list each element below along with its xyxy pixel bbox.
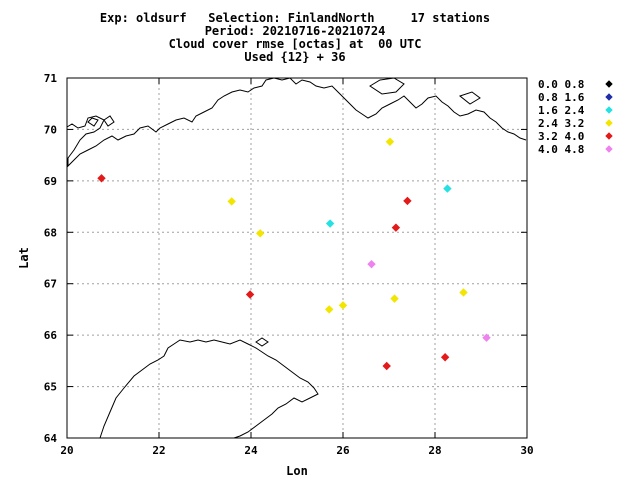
station-point [440, 353, 450, 362]
station-point [385, 137, 395, 146]
legend-label: 4.0 4.8 [538, 143, 584, 156]
station-point [324, 305, 334, 314]
x-tick-label: 20 [60, 444, 73, 457]
y-axis-label: Lat [17, 247, 31, 269]
x-tick-label: 22 [152, 444, 165, 457]
station-points [97, 137, 491, 371]
y-tick-label: 70 [44, 123, 57, 136]
legend-marker [605, 145, 613, 153]
station-point [382, 361, 391, 371]
y-tick-label: 64 [44, 432, 58, 445]
station-point [97, 174, 106, 183]
station-point [338, 301, 348, 310]
x-tick-label: 30 [520, 444, 533, 457]
legend-label: 3.2 4.0 [538, 130, 584, 143]
y-tick-label: 71 [44, 72, 58, 85]
station-point [367, 259, 376, 269]
legend-label: 0.0 0.8 [538, 78, 584, 91]
y-tick-label: 67 [44, 278, 57, 291]
legend-label: 2.4 3.2 [538, 117, 584, 130]
legend-marker [605, 119, 613, 127]
chart-title-line4: Used {12} + 36 [244, 50, 346, 64]
chart-title-line3: Cloud cover rmse [octas] at 00 UTC [168, 37, 422, 51]
station-point [403, 196, 412, 206]
station-point [482, 333, 491, 342]
axis-ticks [66, 77, 528, 439]
y-tick-label: 66 [44, 329, 58, 342]
plot-frame [66, 77, 528, 439]
station-point [255, 229, 265, 238]
station-point [391, 223, 401, 232]
legend-marker [605, 93, 613, 101]
y-tick-label: 69 [44, 175, 57, 188]
legend-marker [605, 106, 613, 114]
coastline [66, 77, 527, 439]
grid-lines [67, 78, 527, 438]
station-point [227, 197, 236, 206]
legend-label: 1.6 2.4 [538, 104, 585, 117]
station-point [459, 288, 468, 297]
chart-title-line2: Period: 20210716-20210724 [204, 24, 386, 38]
x-tick-label: 24 [244, 444, 258, 457]
legend: 0.0 0.80.8 1.61.6 2.42.4 3.23.2 4.04.0 4… [538, 78, 613, 156]
station-point [443, 184, 452, 193]
x-tick-label: 26 [336, 444, 350, 457]
station-point [245, 290, 255, 299]
axis-tick-labels: 20 22 24 26 28 30 64 65 66 67 68 69 70 71 [44, 72, 534, 457]
legend-marker [605, 80, 613, 88]
x-tick-label: 28 [428, 444, 441, 457]
legend-label: 0.8 1.6 [538, 91, 585, 104]
y-tick-label: 65 [44, 381, 57, 394]
station-point [390, 294, 399, 303]
y-tick-label: 68 [44, 226, 57, 239]
station-point [325, 219, 335, 228]
legend-marker [605, 132, 613, 140]
chart-title-line1: Exp: oldsurf Selection: FinlandNorth 17 … [99, 11, 491, 25]
x-axis-label: Lon [286, 464, 308, 478]
